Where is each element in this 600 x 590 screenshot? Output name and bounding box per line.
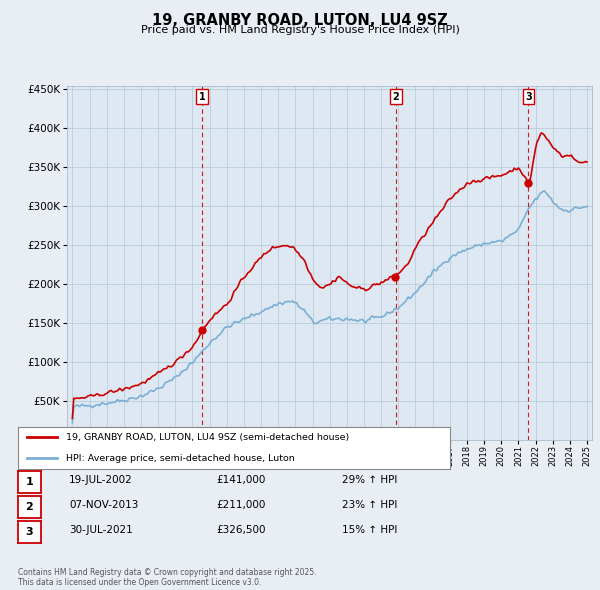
Text: Contains HM Land Registry data © Crown copyright and database right 2025.
This d: Contains HM Land Registry data © Crown c… — [18, 568, 317, 587]
Text: £141,000: £141,000 — [216, 475, 265, 485]
Text: 19-JUL-2002: 19-JUL-2002 — [69, 475, 133, 485]
Text: 2: 2 — [392, 92, 399, 101]
Text: 15% ↑ HPI: 15% ↑ HPI — [342, 525, 397, 535]
Text: 2: 2 — [26, 502, 33, 512]
Text: 07-NOV-2013: 07-NOV-2013 — [69, 500, 139, 510]
Text: 1: 1 — [199, 92, 205, 101]
Text: £211,000: £211,000 — [216, 500, 265, 510]
Text: 19, GRANBY ROAD, LUTON, LU4 9SZ (semi-detached house): 19, GRANBY ROAD, LUTON, LU4 9SZ (semi-de… — [65, 432, 349, 442]
Text: 23% ↑ HPI: 23% ↑ HPI — [342, 500, 397, 510]
Text: HPI: Average price, semi-detached house, Luton: HPI: Average price, semi-detached house,… — [65, 454, 294, 463]
Text: 19, GRANBY ROAD, LUTON, LU4 9SZ: 19, GRANBY ROAD, LUTON, LU4 9SZ — [152, 13, 448, 28]
Text: Price paid vs. HM Land Registry's House Price Index (HPI): Price paid vs. HM Land Registry's House … — [140, 25, 460, 35]
Text: 29% ↑ HPI: 29% ↑ HPI — [342, 475, 397, 485]
Text: 3: 3 — [525, 92, 532, 101]
Text: 30-JUL-2021: 30-JUL-2021 — [69, 525, 133, 535]
Text: £326,500: £326,500 — [216, 525, 265, 535]
Text: 1: 1 — [26, 477, 33, 487]
Text: 3: 3 — [26, 527, 33, 537]
